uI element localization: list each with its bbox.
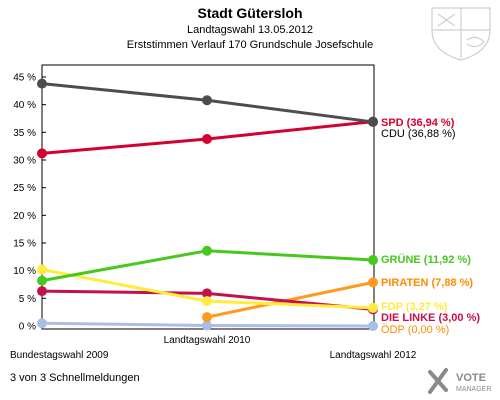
footer-note: 3 von 3 Schnellmeldungen bbox=[10, 372, 140, 384]
y-tick-label: 15 % bbox=[13, 239, 36, 250]
y-tick-label: 45 % bbox=[13, 73, 36, 84]
chart-subtitle-detail: Erststimmen Verlauf 170 Grundschule Jose… bbox=[127, 39, 373, 51]
series-layer bbox=[37, 78, 378, 331]
data-point-spd bbox=[202, 133, 212, 144]
y-tick-label: 10 % bbox=[13, 266, 36, 277]
chart-subtitle: Landtagswahl 13.05.2012 bbox=[187, 24, 313, 36]
data-point--dp bbox=[37, 318, 47, 329]
series-label-gr-ne: GRÜNE (11,92 %) bbox=[381, 253, 471, 266]
data-point-piraten bbox=[368, 277, 378, 288]
data-point-cdu bbox=[37, 78, 47, 89]
data-point-fdp bbox=[202, 296, 212, 307]
y-tick-label: 35 % bbox=[13, 128, 36, 139]
data-point--dp bbox=[368, 321, 378, 331]
y-axis: 0 % 5 % 10 % 15 % 20 % 25 % 30 % 35 % 40 % 45 % bbox=[13, 73, 46, 333]
chart-title: Stadt Gütersloh bbox=[197, 5, 302, 21]
coat-of-arms-icon bbox=[431, 7, 491, 61]
y-tick-label: 40 % bbox=[13, 100, 36, 111]
x-tick-label: Bundestagswahl 2009 bbox=[10, 350, 109, 361]
data-point-die-linke bbox=[37, 286, 47, 297]
y-tick-label: 20 % bbox=[13, 211, 36, 222]
y-tick-label: 5 % bbox=[19, 294, 36, 305]
data-point-gr-ne bbox=[202, 245, 212, 256]
brand-bottom: MANAGER bbox=[456, 386, 491, 393]
data-point-cdu bbox=[202, 95, 212, 106]
data-point-cdu bbox=[368, 116, 378, 127]
vote-cross-icon bbox=[428, 368, 448, 394]
data-point-fdp bbox=[368, 302, 378, 313]
data-point-gr-ne bbox=[37, 275, 47, 286]
x-tick-label: Landtagswahl 2010 bbox=[164, 335, 251, 346]
series-label-piraten: PIRATEN (7,88 %) bbox=[381, 277, 473, 289]
data-point-piraten bbox=[202, 312, 212, 323]
x-axis: Bundestagswahl 2009 Landtagswahl 2010 Land… bbox=[10, 325, 417, 361]
series-line-piraten bbox=[206, 280, 374, 319]
series-label-die-linke: DIE LINKE (3,00 %) bbox=[381, 312, 480, 324]
x-tick-label: Landtagswahl 2012 bbox=[330, 350, 417, 361]
series-labels: CDU (36,88 %)SPD (36,94 %) GRÜNE (11,92 %… bbox=[381, 117, 480, 336]
data-point-gr-ne bbox=[368, 255, 378, 266]
y-tick-label: 30 % bbox=[13, 156, 36, 167]
series-label--dp: ÖDP (0,00 %) bbox=[381, 324, 449, 336]
y-tick-label: 25 % bbox=[13, 183, 36, 194]
series-label-fdp: FDP (3,27 %) bbox=[381, 301, 448, 313]
series-label-cdu: CDU (36,88 %) bbox=[381, 128, 456, 140]
y-tick-label: 0 % bbox=[19, 322, 36, 333]
data-point-fdp bbox=[37, 264, 47, 275]
plot-area bbox=[41, 64, 375, 330]
brand-top: VOTE bbox=[456, 372, 486, 384]
data-point--dp bbox=[202, 320, 212, 331]
data-point-spd bbox=[37, 148, 47, 159]
vote-manager-logo: VOTE MANAGER bbox=[428, 368, 491, 394]
data-point-die-linke bbox=[202, 288, 212, 299]
series-label-spd: SPD (36,94 %) bbox=[381, 117, 455, 129]
